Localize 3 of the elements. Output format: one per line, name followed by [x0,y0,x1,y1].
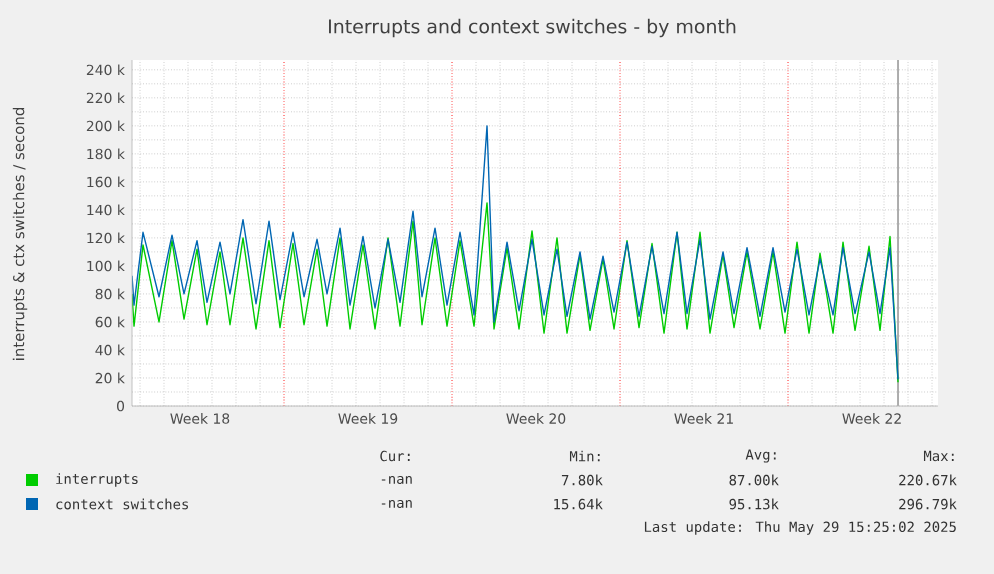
chart-title: Interrupts and context switches - by month [329,18,736,38]
line-series [132,125,899,381]
line-series [132,202,899,383]
